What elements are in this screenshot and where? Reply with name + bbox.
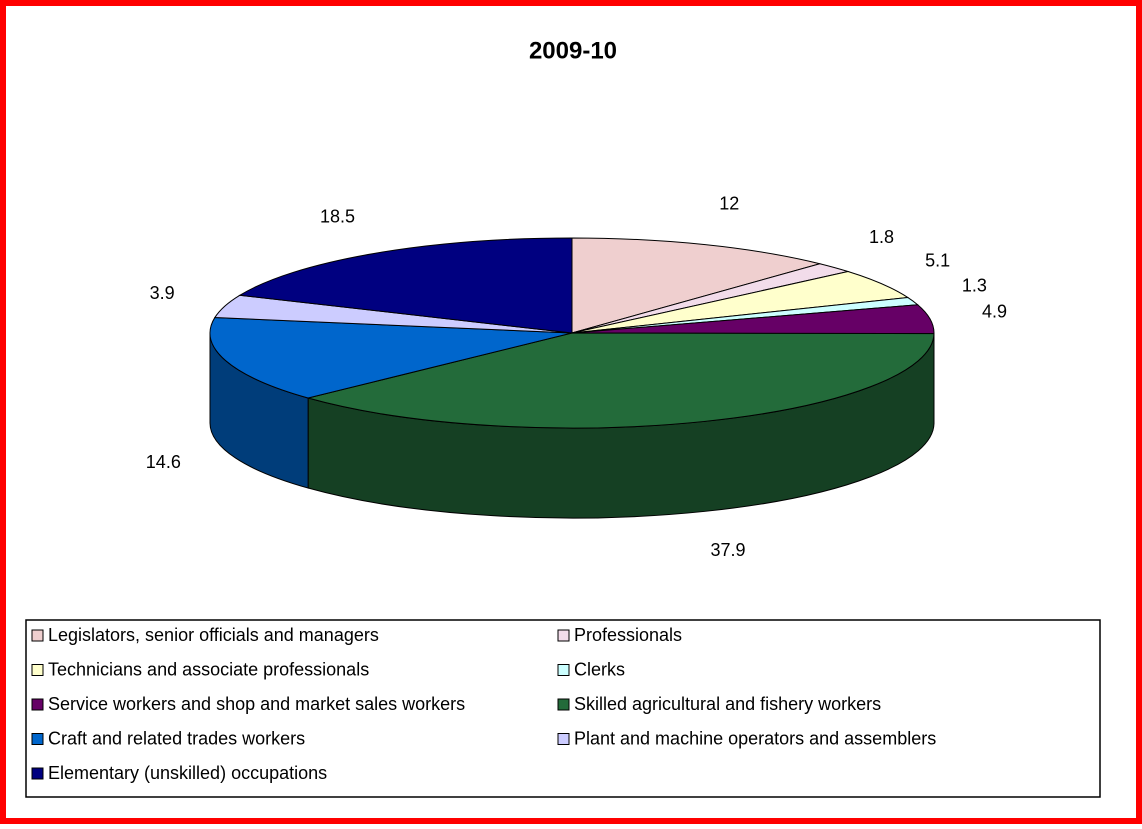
legend-swatch [32,768,43,779]
data-label: 12 [719,194,739,214]
data-label: 18.5 [320,207,355,227]
legend-label: Professionals [574,625,682,645]
legend-label: Plant and machine operators and assemble… [574,728,936,748]
legend-label: Craft and related trades workers [48,728,305,748]
legend-swatch [558,630,569,641]
legend-swatch [558,699,569,710]
data-label: 1.3 [962,275,987,295]
legend-label: Service workers and shop and market sale… [48,694,465,714]
data-label: 1.8 [869,227,894,247]
legend-label: Elementary (unskilled) occupations [48,763,327,783]
legend-label: Skilled agricultural and fishery workers [574,694,881,714]
legend-swatch [558,734,569,745]
chart-title: 2009-10 [529,37,617,64]
legend-swatch [32,734,43,745]
legend-swatch [32,665,43,676]
legend-label: Legislators, senior officials and manage… [48,625,379,645]
data-label: 3.9 [150,283,175,303]
legend-swatch [558,665,569,676]
legend-label: Technicians and associate professionals [48,659,369,679]
legend-swatch [32,699,43,710]
data-label: 37.9 [710,540,745,560]
legend-swatch [32,630,43,641]
pie [210,238,934,518]
data-label: 14.6 [146,452,181,472]
data-label: 5.1 [925,251,950,271]
data-label: 4.9 [982,301,1007,321]
legend-label: Clerks [574,659,625,679]
